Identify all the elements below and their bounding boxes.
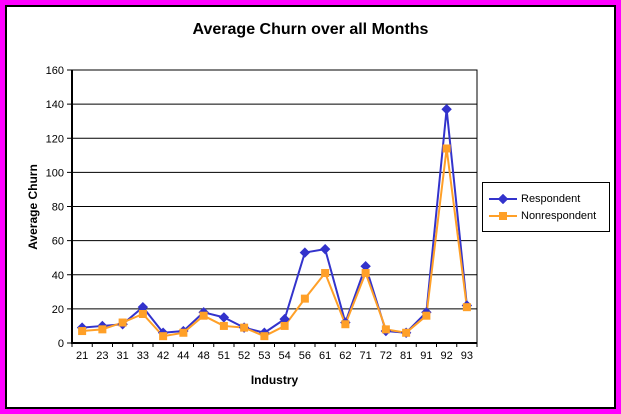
nonrespondent-marker xyxy=(159,332,168,341)
y-tick-label: 40 xyxy=(52,270,64,282)
nonrespondent-marker xyxy=(118,318,127,327)
nonrespondent-marker xyxy=(422,311,431,320)
nonrespondent-marker xyxy=(219,321,228,330)
x-tick-label: 71 xyxy=(360,350,372,362)
nonrespondent-marker xyxy=(321,269,330,278)
legend-entry-respondent: Respondent xyxy=(488,193,609,205)
x-tick-label: 44 xyxy=(177,350,189,362)
nonrespondent-sample-marker xyxy=(499,211,507,220)
x-tick-label: 92 xyxy=(441,350,453,362)
respondent-marker xyxy=(299,247,311,258)
nonrespondent-marker xyxy=(240,323,249,332)
nonrespondent-marker xyxy=(138,309,147,318)
nonrespondent-marker xyxy=(361,269,370,278)
respondent-marker xyxy=(319,243,331,255)
legend-label-respondent: Respondent xyxy=(521,192,581,205)
x-tick-label: 52 xyxy=(238,350,250,362)
x-tick-label: 81 xyxy=(400,350,412,362)
y-tick-label: 0 xyxy=(58,338,64,350)
nonrespondent-marker xyxy=(341,320,350,329)
nonrespondent-marker xyxy=(462,303,471,312)
y-tick-label: 120 xyxy=(46,133,64,145)
y-tick-label: 140 xyxy=(46,99,64,111)
x-tick-label: 48 xyxy=(198,350,210,362)
x-axis-title: Industry xyxy=(250,373,299,387)
y-tick-label: 100 xyxy=(46,167,64,179)
nonrespondent-line-square-sample xyxy=(489,211,517,220)
y-tick-label: 80 xyxy=(52,202,64,214)
y-axis-title: Average Churn xyxy=(26,164,40,250)
plot-svg: 0 20 40 60 80 100 120 140 160 21 23 31 33 42 44 48 51 52 5… xyxy=(46,65,478,362)
y-tick-label: 20 xyxy=(52,304,64,316)
nonrespondent-marker xyxy=(179,328,188,337)
x-tick-label: 42 xyxy=(157,350,169,362)
nonrespondent-marker xyxy=(280,321,289,330)
x-tick-label: 54 xyxy=(279,350,291,362)
nonrespondent-marker xyxy=(78,327,87,336)
nonrespondent-marker xyxy=(98,325,107,334)
legend-label-nonrespondent: Nonrespondent xyxy=(521,209,597,222)
nonrespondent-marker xyxy=(381,325,390,334)
x-tick-label: 91 xyxy=(420,350,432,362)
nonrespondent-marker xyxy=(260,332,269,341)
x-tick-label: 31 xyxy=(117,350,129,362)
x-tick-label: 23 xyxy=(96,350,108,362)
respondent-marker xyxy=(218,312,230,323)
x-tick-label: 61 xyxy=(319,350,331,362)
x-tick-label: 93 xyxy=(461,350,473,362)
nonrespondent-marker xyxy=(442,144,451,153)
legend-entry-nonrespondent: Nonrespondent xyxy=(488,210,609,222)
x-tick-label: 72 xyxy=(380,350,392,362)
x-tick-label: 51 xyxy=(218,350,230,362)
x-tick-label: 21 xyxy=(76,350,88,362)
respondent-line-diamond-sample xyxy=(489,193,517,204)
x-tick-label: 62 xyxy=(339,350,351,362)
chart-area: Average Churn over all Months 0 20 40 60 80 1… xyxy=(5,5,616,409)
chart-title: Average Churn over all Months xyxy=(192,21,429,38)
x-tick-label: 53 xyxy=(258,350,270,362)
respondent-marker xyxy=(441,104,452,115)
respondent-sample-marker xyxy=(497,193,509,204)
x-tick-label: 33 xyxy=(137,350,149,362)
nonrespondent-marker xyxy=(402,328,411,337)
y-tick-label: 160 xyxy=(46,65,64,77)
x-tick-label: 56 xyxy=(299,350,311,362)
legend: Respondent Nonrespondent xyxy=(482,182,610,232)
nonrespondent-marker xyxy=(300,294,309,303)
y-tick-label: 60 xyxy=(52,236,64,248)
nonrespondent-marker xyxy=(199,311,208,320)
